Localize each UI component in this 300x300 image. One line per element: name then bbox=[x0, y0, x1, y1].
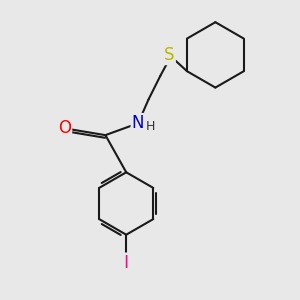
Text: O: O bbox=[58, 119, 71, 137]
Text: H: H bbox=[146, 120, 155, 133]
Text: S: S bbox=[164, 46, 175, 64]
Text: N: N bbox=[132, 114, 144, 132]
Text: I: I bbox=[124, 254, 129, 272]
